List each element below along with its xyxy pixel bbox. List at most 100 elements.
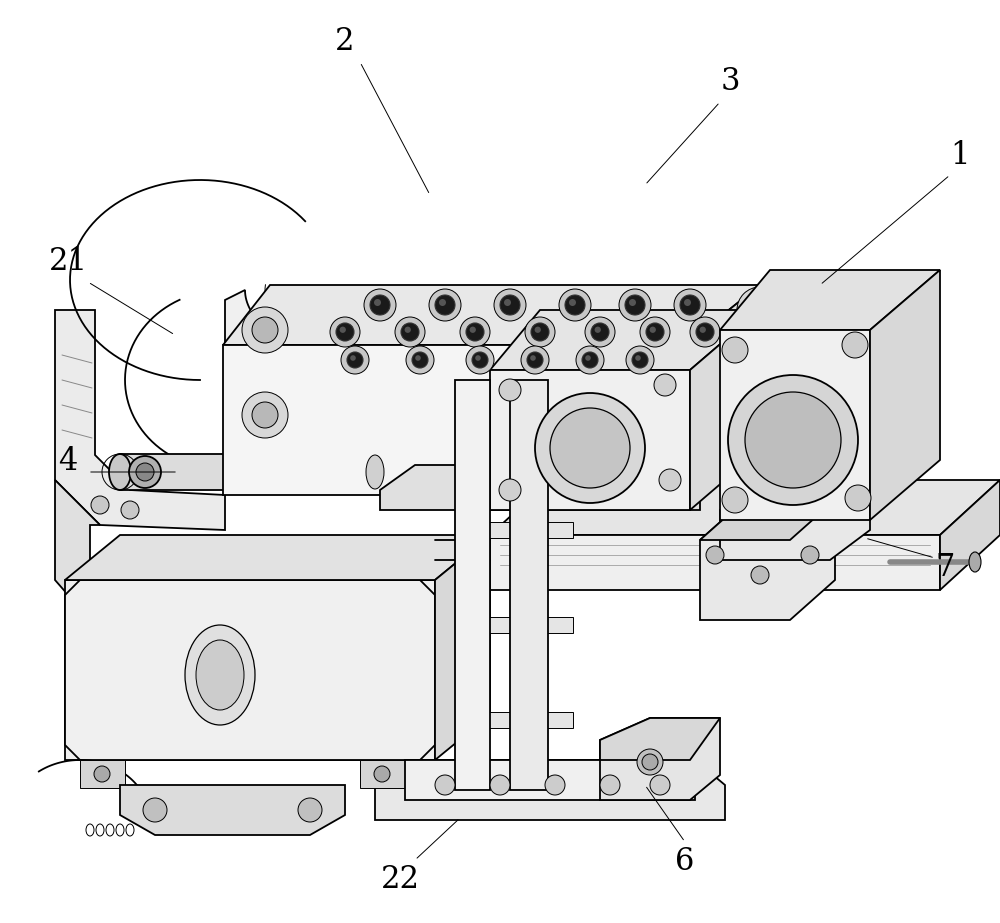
- Polygon shape: [65, 535, 490, 580]
- Circle shape: [659, 469, 681, 491]
- Circle shape: [690, 317, 720, 347]
- Circle shape: [635, 355, 641, 361]
- Circle shape: [559, 289, 591, 321]
- Circle shape: [91, 496, 109, 514]
- Text: 2: 2: [335, 27, 355, 57]
- Polygon shape: [360, 760, 405, 788]
- Polygon shape: [120, 785, 345, 835]
- Circle shape: [129, 456, 161, 488]
- Circle shape: [374, 766, 390, 782]
- Circle shape: [490, 775, 510, 795]
- Circle shape: [340, 327, 346, 333]
- Circle shape: [136, 463, 154, 481]
- Circle shape: [642, 754, 658, 770]
- Circle shape: [406, 346, 434, 374]
- Circle shape: [637, 749, 663, 775]
- Circle shape: [600, 775, 620, 795]
- Circle shape: [460, 317, 490, 347]
- Circle shape: [466, 346, 494, 374]
- Circle shape: [521, 346, 549, 374]
- Circle shape: [527, 352, 543, 368]
- Ellipse shape: [196, 640, 244, 710]
- Polygon shape: [65, 580, 435, 760]
- Ellipse shape: [969, 552, 981, 572]
- Circle shape: [646, 323, 664, 341]
- Circle shape: [242, 392, 288, 438]
- Polygon shape: [490, 535, 940, 590]
- Circle shape: [626, 346, 654, 374]
- Circle shape: [121, 501, 139, 519]
- Circle shape: [252, 402, 278, 428]
- Polygon shape: [700, 500, 835, 620]
- Polygon shape: [870, 270, 940, 520]
- Circle shape: [585, 355, 591, 361]
- Circle shape: [801, 546, 819, 564]
- Polygon shape: [375, 760, 725, 820]
- Circle shape: [435, 295, 455, 315]
- Circle shape: [722, 487, 748, 513]
- Circle shape: [405, 327, 411, 333]
- Text: 4: 4: [58, 447, 78, 477]
- Polygon shape: [455, 522, 573, 538]
- Circle shape: [632, 352, 648, 368]
- Circle shape: [525, 317, 555, 347]
- Circle shape: [569, 299, 576, 306]
- Polygon shape: [455, 427, 573, 443]
- Circle shape: [700, 327, 706, 333]
- Polygon shape: [223, 285, 760, 345]
- Circle shape: [751, 566, 769, 584]
- Circle shape: [370, 295, 390, 315]
- Circle shape: [625, 295, 645, 315]
- Polygon shape: [720, 330, 870, 520]
- Ellipse shape: [109, 454, 131, 490]
- Polygon shape: [405, 760, 695, 800]
- Circle shape: [585, 317, 615, 347]
- Circle shape: [545, 775, 565, 795]
- Circle shape: [745, 392, 841, 488]
- Text: 7: 7: [935, 553, 955, 583]
- Polygon shape: [55, 310, 225, 530]
- Circle shape: [650, 327, 656, 333]
- Circle shape: [706, 546, 724, 564]
- Polygon shape: [685, 285, 760, 495]
- Circle shape: [684, 299, 691, 306]
- Circle shape: [143, 798, 167, 822]
- Polygon shape: [80, 760, 125, 788]
- Circle shape: [565, 295, 585, 315]
- Circle shape: [842, 332, 868, 358]
- Circle shape: [650, 775, 670, 795]
- Circle shape: [747, 297, 773, 323]
- Circle shape: [737, 287, 783, 333]
- Circle shape: [395, 317, 425, 347]
- Circle shape: [500, 295, 520, 315]
- Text: 22: 22: [380, 865, 420, 895]
- Circle shape: [722, 337, 748, 363]
- Polygon shape: [490, 310, 760, 370]
- Circle shape: [576, 346, 604, 374]
- Circle shape: [530, 355, 536, 361]
- Circle shape: [619, 289, 651, 321]
- Polygon shape: [600, 718, 720, 760]
- Polygon shape: [490, 370, 690, 510]
- Circle shape: [341, 346, 369, 374]
- Ellipse shape: [366, 455, 384, 489]
- Ellipse shape: [185, 625, 255, 725]
- Circle shape: [696, 323, 714, 341]
- Circle shape: [364, 289, 396, 321]
- Circle shape: [629, 299, 636, 306]
- Circle shape: [535, 327, 541, 333]
- Circle shape: [531, 323, 549, 341]
- Circle shape: [550, 408, 630, 488]
- Circle shape: [466, 323, 484, 341]
- Polygon shape: [720, 270, 940, 330]
- Circle shape: [845, 485, 871, 511]
- Circle shape: [347, 352, 363, 368]
- Polygon shape: [700, 500, 835, 540]
- Circle shape: [298, 798, 322, 822]
- Circle shape: [94, 766, 110, 782]
- Polygon shape: [510, 380, 548, 790]
- Polygon shape: [690, 310, 760, 510]
- Polygon shape: [940, 480, 1000, 590]
- Circle shape: [415, 355, 421, 361]
- Polygon shape: [435, 535, 490, 760]
